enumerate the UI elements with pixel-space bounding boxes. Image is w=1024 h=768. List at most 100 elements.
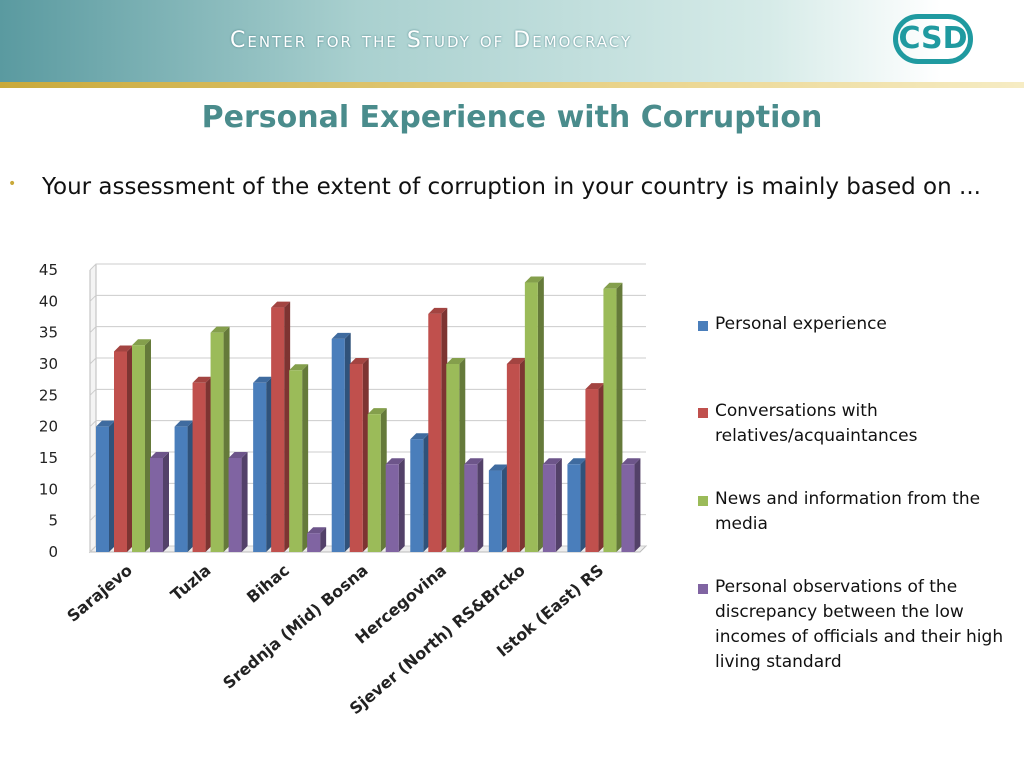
bar-side — [127, 345, 133, 552]
bar — [524, 282, 538, 552]
bar-side — [109, 420, 115, 552]
bar-side — [320, 527, 327, 552]
bar-top — [192, 376, 212, 383]
bar — [210, 332, 224, 552]
bar — [464, 464, 478, 552]
grid-line — [89, 263, 646, 271]
bar-side — [501, 464, 508, 552]
legend-swatch — [698, 496, 708, 506]
bar-side — [634, 458, 641, 552]
y-tick-label: 0 — [48, 543, 58, 561]
bar — [367, 414, 381, 552]
bar-top — [524, 276, 544, 283]
bar-side — [344, 332, 351, 552]
bar-side — [580, 458, 587, 552]
y-tick-label: 30 — [39, 355, 58, 373]
bar-side — [223, 326, 230, 552]
x-tick-label: Tuzla — [167, 561, 215, 605]
bar-side — [241, 452, 248, 552]
bar-side — [477, 458, 484, 552]
bar — [542, 464, 556, 552]
bar-side — [519, 358, 526, 552]
bar — [150, 458, 163, 552]
y-tick-label: 35 — [39, 324, 58, 342]
x-tick-label: Srednja (Mid) Bosna — [219, 561, 371, 693]
grid-line — [89, 294, 646, 302]
y-tick-label: 25 — [39, 386, 58, 404]
bar-side — [537, 276, 544, 552]
bar — [567, 464, 581, 552]
bar-side — [441, 307, 448, 552]
bar — [307, 533, 321, 552]
bar-side — [266, 376, 273, 552]
bar — [192, 382, 206, 552]
bar-top — [506, 358, 526, 364]
bar-side — [362, 358, 369, 552]
y-tick-label: 10 — [39, 480, 58, 498]
question: Your assessment of the extent of corrupt… — [42, 174, 981, 200]
bar-top — [410, 433, 430, 440]
bar-side — [163, 452, 169, 552]
bar-side — [598, 383, 605, 552]
slide-title: Personal Experience with Corruption — [201, 100, 823, 135]
bar-side — [555, 458, 562, 552]
bar-side — [302, 364, 309, 552]
legend-label: Conversations with relatives/acquaintanc… — [715, 401, 918, 446]
bar — [506, 364, 520, 552]
bar-top — [621, 458, 641, 465]
bar — [114, 351, 127, 552]
y-tick-label: 15 — [39, 449, 58, 467]
bar-side — [284, 301, 291, 552]
bar — [228, 458, 242, 552]
bar — [428, 313, 442, 552]
y-tick-label: 45 — [39, 261, 58, 279]
bar — [132, 345, 145, 552]
bar-top — [603, 282, 623, 289]
bar-side — [205, 376, 212, 552]
bar-top — [289, 364, 309, 371]
bar — [253, 382, 267, 552]
banner-stripe — [0, 82, 1024, 88]
bar-top — [174, 420, 194, 427]
bar — [385, 464, 399, 552]
bar — [331, 338, 345, 552]
y-tick-label: 40 — [39, 292, 58, 310]
bar — [446, 364, 460, 552]
bar-top — [446, 358, 466, 364]
org-name: Center for the Study of Democracy — [230, 28, 633, 53]
bar — [585, 389, 599, 552]
bar — [621, 464, 635, 552]
bar-top — [331, 332, 351, 339]
bar — [349, 364, 363, 552]
grid-line — [89, 326, 646, 334]
bar-side — [380, 408, 387, 552]
bar-side — [145, 339, 151, 552]
bar-top — [307, 527, 327, 534]
bar-side — [616, 282, 623, 552]
bar-side — [423, 433, 430, 552]
bar-top — [114, 345, 133, 352]
bar — [96, 426, 109, 552]
bar-top — [228, 452, 248, 458]
legend-swatch — [698, 408, 708, 418]
legend-swatch — [698, 321, 708, 331]
bar-top — [96, 420, 115, 427]
bar-top — [253, 376, 273, 383]
legend-label: News and information from the media — [715, 489, 981, 534]
bar-top — [367, 408, 387, 415]
bar-top — [542, 458, 562, 465]
bar-side — [187, 420, 194, 552]
bar — [410, 439, 424, 552]
bar — [289, 370, 303, 552]
legend-label: Personal observations of the discrepancy… — [715, 577, 1004, 672]
x-tick-label: Sarajevo — [63, 561, 136, 626]
y-tick-label: 20 — [39, 418, 58, 436]
legend-swatch — [698, 584, 708, 594]
bar-side — [398, 458, 405, 552]
bar-top — [464, 458, 484, 465]
bar-top — [567, 458, 587, 465]
legend-label: Personal experience — [715, 314, 887, 334]
bullet-dot: • — [8, 176, 17, 192]
bar-side — [459, 358, 466, 552]
